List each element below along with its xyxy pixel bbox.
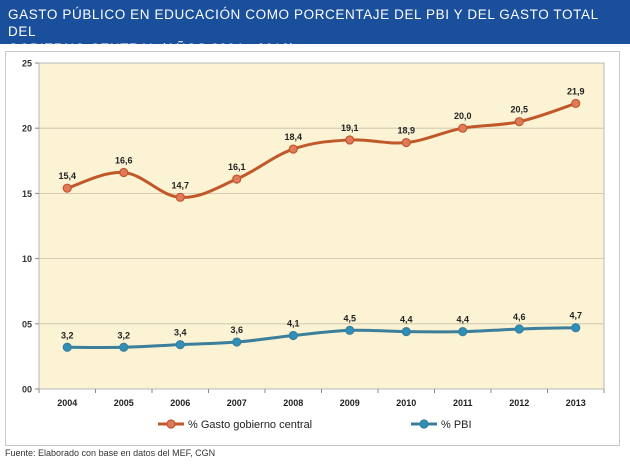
series-gobierno-point (514, 117, 524, 127)
x-tick-label: 2007 (227, 398, 247, 408)
series-gobierno-data-label: 20,0 (454, 111, 472, 121)
line-chart: 00 05 10 15 20 25 2004 2005 2006 2007 2008 2009 2010… (22, 59, 605, 431)
series-gobierno-data-label: 19,1 (341, 123, 359, 133)
x-tick-label: 2008 (283, 398, 303, 408)
x-tick-label: 2012 (509, 398, 529, 408)
series-gobierno-data-label: 14,7 (171, 180, 189, 190)
series-gobierno-point (345, 135, 355, 145)
series-pbi-point (458, 327, 468, 337)
series-gobierno-data-label: 16,1 (228, 162, 246, 172)
series-gobierno-data-label: 21,9 (567, 86, 585, 96)
series-gobierno-point (458, 123, 468, 133)
y-tick-label: 00 (22, 385, 32, 395)
series-gobierno-legend-marker (166, 419, 176, 429)
series-pbi-data-label: 3,2 (117, 330, 130, 340)
series-gobierno-point (401, 137, 411, 148)
series-gobierno-data-label: 16,6 (115, 156, 133, 166)
series-pbi-data-label: 3,6 (230, 325, 243, 335)
x-tick-label: 2011 (453, 398, 473, 408)
y-tick-label: 05 (22, 319, 32, 329)
source-note: Fuente: Elaborado con base en datos del … (5, 448, 216, 458)
series-gobierno-data-label: 15,4 (58, 171, 76, 181)
series-pbi-point (514, 324, 524, 334)
series-gobierno-point (571, 98, 581, 109)
series-pbi-data-label: 3,4 (174, 328, 187, 338)
series-pbi-point (288, 330, 298, 341)
series-pbi-legend-label: % PBI (441, 419, 472, 431)
series-pbi-data-label: 4,7 (569, 311, 582, 321)
series-gobierno-point (232, 174, 242, 184)
chart-title-bar: GASTO PÚBLICO EN EDUCACIÓN COMO PORCENTA… (0, 0, 630, 56)
series-gobierno-data-label: 20,5 (510, 105, 528, 115)
series-gobierno-legend-label: % Gasto gobierno central (188, 419, 312, 431)
series-pbi-data-label: 4,5 (343, 313, 356, 323)
series-pbi-line (65, 326, 578, 349)
series-gobierno-point (288, 144, 298, 154)
series-gobierno-data-label: 18,4 (284, 132, 302, 142)
series-pbi-data-label: 3,2 (61, 330, 74, 340)
x-tick-label: 2009 (340, 398, 360, 408)
series-gobierno-data-label: 18,9 (397, 126, 415, 136)
series-gobierno-point (175, 192, 185, 202)
series-pbi-point (119, 342, 129, 352)
title-line-1: GASTO PÚBLICO EN EDUCACIÓN COMO PORCENTA… (8, 7, 599, 39)
series-pbi-data-label: 4,4 (456, 315, 469, 325)
series-pbi-legend-marker (419, 419, 429, 429)
x-tick-label: 2004 (57, 398, 77, 408)
series-pbi-data-label: 4,6 (513, 312, 526, 322)
series-pbi-point (175, 340, 185, 350)
plot-area (38, 62, 605, 390)
series-pbi-point (232, 337, 242, 347)
series-pbi-data-label: 4,1 (287, 319, 300, 329)
series-pbi-point (401, 327, 411, 337)
series-gobierno-line (65, 101, 578, 199)
chart-frame: 00 05 10 15 20 25 2004 2005 2006 2007 2008 2009 2010… (5, 51, 620, 446)
y-tick-label: 20 (22, 124, 32, 134)
series-pbi-data-label: 4,4 (400, 315, 413, 325)
x-tick-label: 2010 (396, 398, 416, 408)
series-pbi-point (62, 342, 72, 352)
series-pbi-point (345, 325, 355, 335)
y-tick-label: 15 (22, 189, 32, 199)
series-gobierno-point (62, 183, 72, 193)
y-tick-label: 25 (22, 59, 32, 69)
x-tick-label: 2005 (114, 398, 134, 408)
x-tick-label: 2013 (566, 398, 586, 408)
x-tick-label: 2006 (170, 398, 190, 408)
series-pbi-point (571, 323, 581, 333)
series-gobierno-point (119, 167, 129, 178)
y-tick-label: 10 (22, 254, 32, 264)
